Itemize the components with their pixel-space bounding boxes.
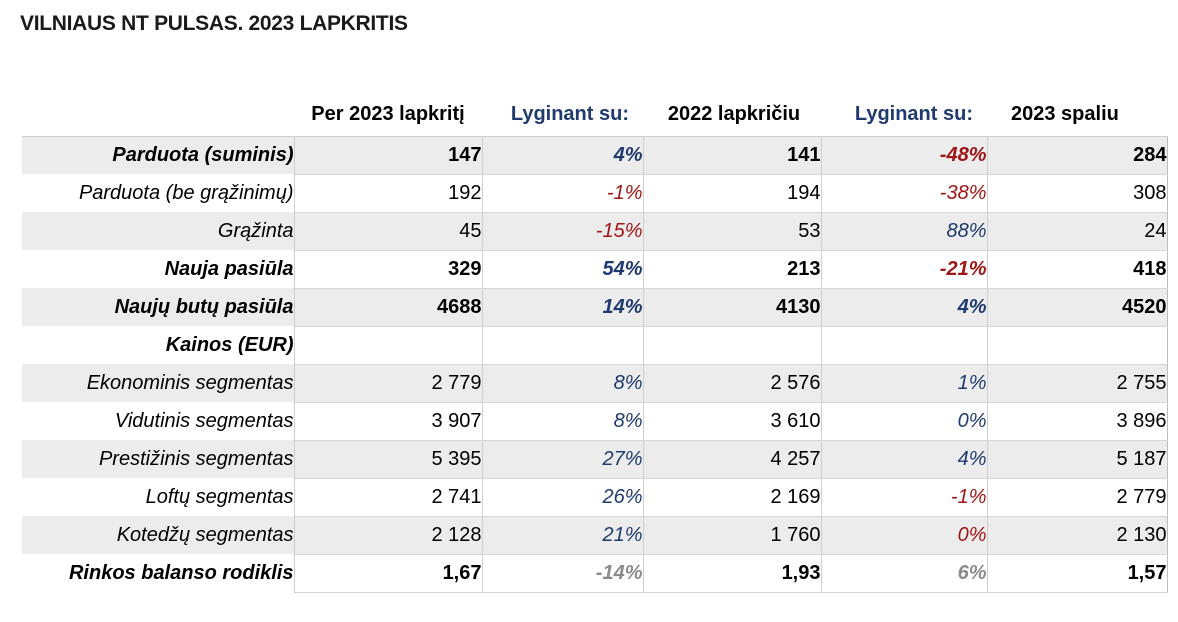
cell-last-year: 3 610: [643, 402, 822, 441]
cell-prev-month: 284: [987, 136, 1168, 175]
cell-last-year: 213: [643, 250, 822, 289]
cell-change-mom: 0%: [821, 516, 988, 555]
cell-last-year: 141: [643, 136, 822, 175]
table-row: Grąžinta 45 -15% 53 88% 24: [22, 212, 1168, 251]
cell-change-mom: [821, 326, 988, 365]
table-row: Nauja pasiūla 329 54% 213 -21% 418: [22, 250, 1168, 289]
cell-prev-month: 24: [987, 212, 1168, 251]
header-prev-month: 2023 spaliu: [987, 94, 1167, 137]
header-compare-1: Lyginant su:: [482, 94, 643, 137]
cell-change-yoy: [482, 326, 644, 365]
table-row: Rinkos balanso rodiklis 1,67 -14% 1,93 6…: [22, 554, 1168, 593]
cell-change-yoy: -14%: [482, 554, 644, 593]
cell-current: 3 907: [294, 402, 483, 441]
table-row: Kotedžų segmentas 2 128 21% 1 760 0% 2 1…: [22, 516, 1168, 555]
header-label-empty: [22, 94, 294, 137]
cell-change-yoy: 27%: [482, 440, 644, 479]
header-compare-2: Lyginant su:: [821, 94, 987, 137]
cell-current: 4688: [294, 288, 483, 327]
cell-current: 2 779: [294, 364, 483, 403]
cell-change-yoy: 54%: [482, 250, 644, 289]
cell-change-mom: -48%: [821, 136, 988, 175]
table-row: Loftų segmentas 2 741 26% 2 169 -1% 2 77…: [22, 478, 1168, 517]
cell-current: 2 741: [294, 478, 483, 517]
table-row: Naujų butų pasiūla 4688 14% 4130 4% 4520: [22, 288, 1168, 327]
cell-prev-month: [987, 326, 1168, 365]
cell-change-mom: -38%: [821, 174, 988, 213]
table-row: Vidutinis segmentas 3 907 8% 3 610 0% 3 …: [22, 402, 1168, 441]
row-label: Naujų butų pasiūla: [22, 288, 295, 326]
row-label: Kotedžų segmentas: [22, 516, 295, 554]
cell-change-mom: 6%: [821, 554, 988, 593]
row-label: Parduota (suminis): [22, 136, 295, 174]
cell-change-mom: 0%: [821, 402, 988, 441]
cell-current: [294, 326, 483, 365]
cell-last-year: 1,93: [643, 554, 822, 593]
cell-change-mom: 4%: [821, 440, 988, 479]
cell-change-mom: 1%: [821, 364, 988, 403]
cell-prev-month: 5 187: [987, 440, 1168, 479]
table-header-row: Per 2023 lapkritį Lyginant su: 2022 lapk…: [22, 94, 1167, 137]
cell-change-yoy: 4%: [482, 136, 644, 175]
cell-last-year: 4 257: [643, 440, 822, 479]
cell-prev-month: 1,57: [987, 554, 1168, 593]
cell-current: 329: [294, 250, 483, 289]
table-row: Kainos (EUR): [22, 326, 1168, 365]
cell-current: 192: [294, 174, 483, 213]
cell-prev-month: 3 896: [987, 402, 1168, 441]
cell-last-year: 2 169: [643, 478, 822, 517]
row-label: Vidutinis segmentas: [22, 402, 295, 440]
table-row: Prestižinis segmentas 5 395 27% 4 257 4%…: [22, 440, 1168, 479]
cell-change-yoy: -1%: [482, 174, 644, 213]
cell-current: 5 395: [294, 440, 483, 479]
cell-change-mom: 4%: [821, 288, 988, 327]
cell-last-year: [643, 326, 822, 365]
market-pulse-table: Per 2023 lapkritį Lyginant su: 2022 lapk…: [22, 94, 1168, 593]
cell-change-yoy: 21%: [482, 516, 644, 555]
cell-current: 2 128: [294, 516, 483, 555]
cell-current: 45: [294, 212, 483, 251]
cell-change-yoy: -15%: [482, 212, 644, 251]
row-label: Nauja pasiūla: [22, 250, 295, 288]
cell-change-yoy: 26%: [482, 478, 644, 517]
cell-current: 147: [294, 136, 483, 175]
table-row: Parduota (suminis) 147 4% 141 -48% 284: [22, 136, 1168, 175]
table-row: Ekonominis segmentas 2 779 8% 2 576 1% 2…: [22, 364, 1168, 403]
cell-last-year: 4130: [643, 288, 822, 327]
cell-prev-month: 418: [987, 250, 1168, 289]
cell-prev-month: 4520: [987, 288, 1168, 327]
cell-last-year: 1 760: [643, 516, 822, 555]
section-label-prices: Kainos (EUR): [22, 326, 295, 364]
cell-last-year: 2 576: [643, 364, 822, 403]
cell-prev-month: 2 755: [987, 364, 1168, 403]
row-label: Prestižinis segmentas: [22, 440, 295, 478]
page-title: VILNIAUS NT PULSAS. 2023 LAPKRITIS: [20, 12, 408, 35]
cell-change-mom: -1%: [821, 478, 988, 517]
cell-change-mom: -21%: [821, 250, 988, 289]
header-current-month: Per 2023 lapkritį: [294, 94, 482, 137]
cell-change-yoy: 8%: [482, 402, 644, 441]
row-label: Grąžinta: [22, 212, 295, 250]
cell-current: 1,67: [294, 554, 483, 593]
header-last-year: 2022 lapkričiu: [643, 94, 821, 137]
table-row: Parduota (be grąžinimų) 192 -1% 194 -38%…: [22, 174, 1168, 213]
cell-last-year: 194: [643, 174, 822, 213]
row-label: Rinkos balanso rodiklis: [22, 554, 295, 592]
row-label: Parduota (be grąžinimų): [22, 174, 295, 212]
cell-last-year: 53: [643, 212, 822, 251]
row-label: Ekonominis segmentas: [22, 364, 295, 402]
cell-prev-month: 308: [987, 174, 1168, 213]
cell-change-yoy: 14%: [482, 288, 644, 327]
cell-change-mom: 88%: [821, 212, 988, 251]
cell-prev-month: 2 130: [987, 516, 1168, 555]
cell-change-yoy: 8%: [482, 364, 644, 403]
cell-prev-month: 2 779: [987, 478, 1168, 517]
row-label: Loftų segmentas: [22, 478, 295, 516]
